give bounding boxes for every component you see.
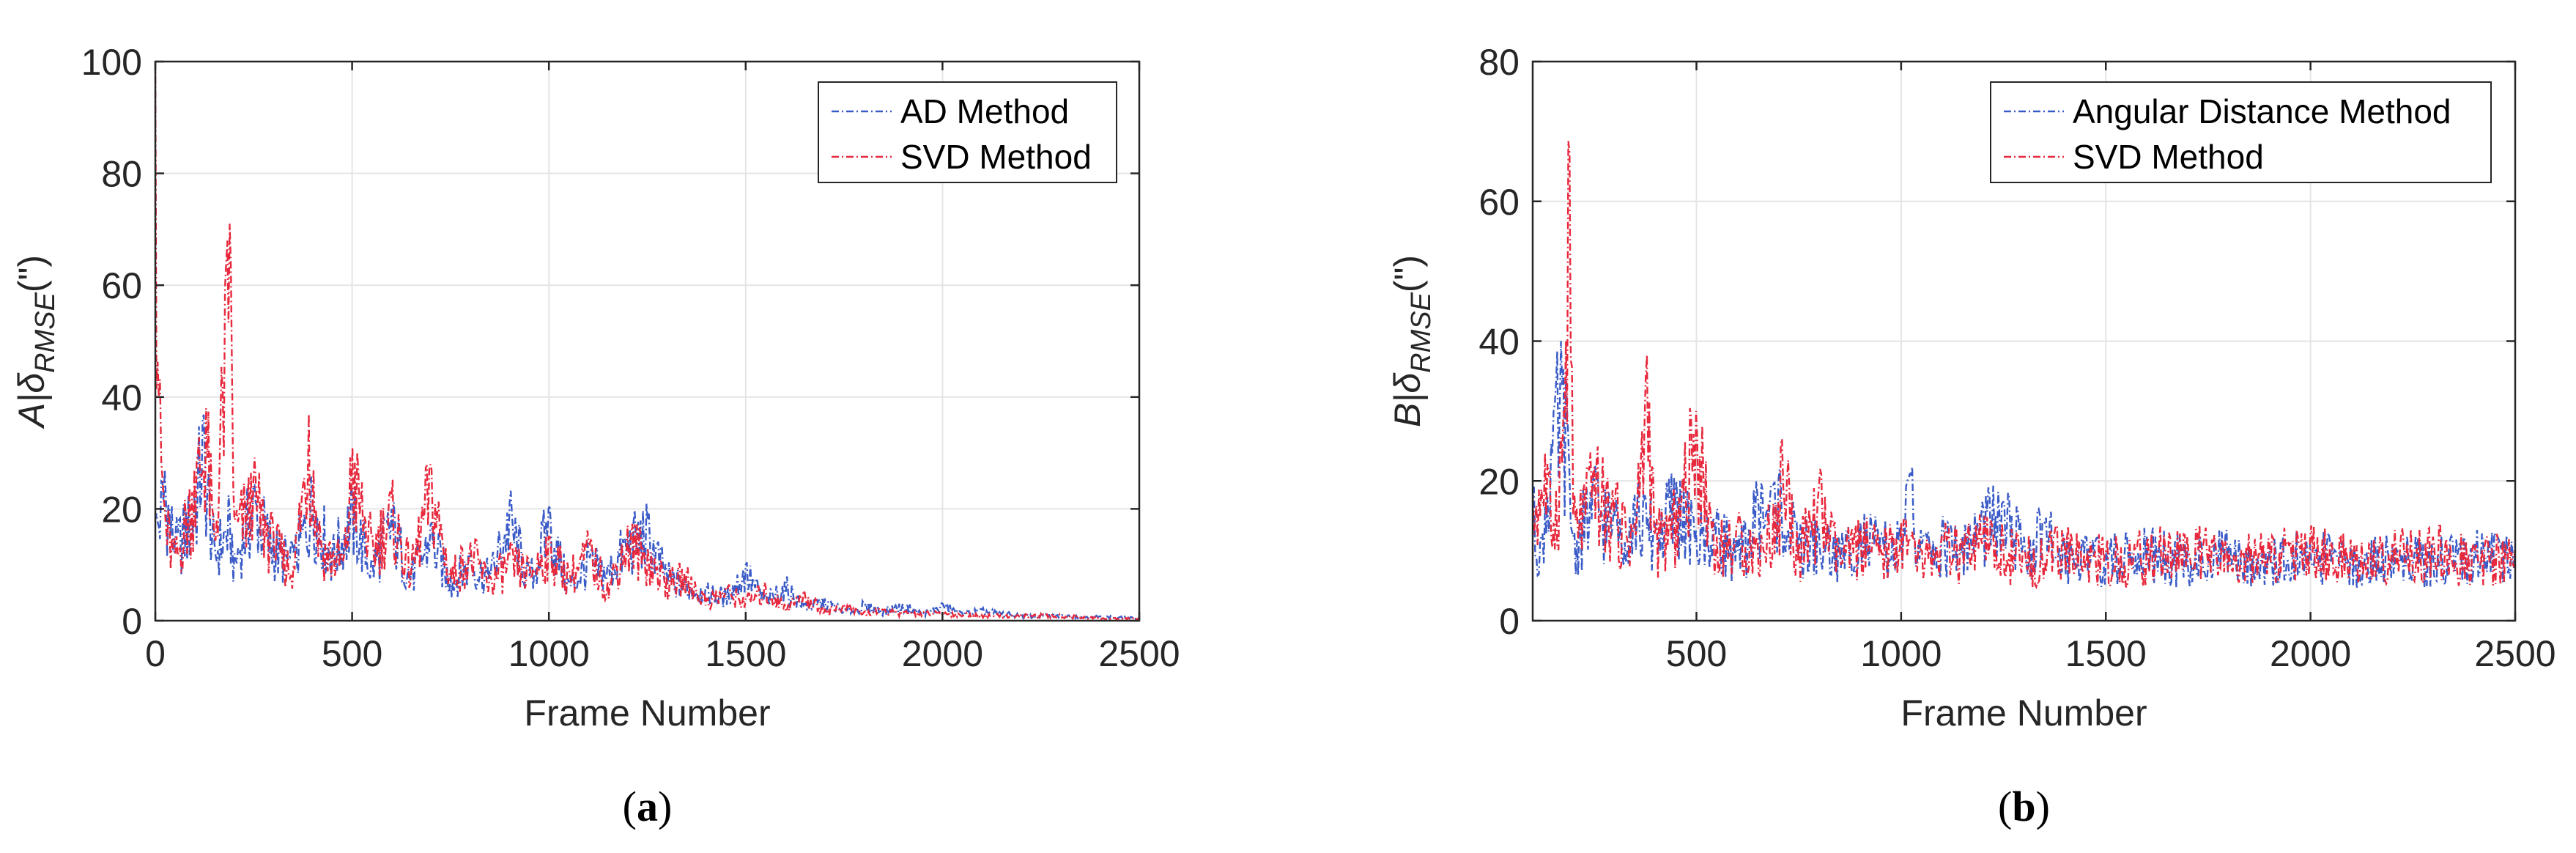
legend-label: SVD Method <box>900 138 1092 176</box>
legend-box <box>818 81 1117 183</box>
y-tick-label: 0 <box>122 601 142 642</box>
x-tick-label: 500 <box>322 633 382 674</box>
y-tick-label: 40 <box>1478 322 1520 363</box>
x-tick-label: 2000 <box>902 633 983 674</box>
series-line-svd-method <box>1533 141 2515 590</box>
x-tick-label: 1500 <box>2065 633 2147 674</box>
y-axis-label-prefix: B| <box>1387 394 1429 427</box>
legend: Angular Distance Method SVD Method <box>1990 81 2492 183</box>
y-tick-label: 60 <box>1478 182 1520 223</box>
legend-label: Angular Distance Method <box>2073 92 2451 130</box>
x-tick-label: 2500 <box>1098 633 1180 674</box>
y-axis-label-suffix: (") <box>1387 255 1428 292</box>
x-tick-label: 0 <box>145 633 166 674</box>
series-line-angular-distance-method <box>1533 341 2515 589</box>
x-tick-label: 1000 <box>508 633 590 674</box>
y-tick-label: 80 <box>1478 42 1520 83</box>
y-tick-label: 60 <box>101 265 142 306</box>
y-axis-label-symbol: δ <box>1387 372 1428 394</box>
x-tick-label: 1000 <box>1860 633 1942 674</box>
y-axis-label-suffix: (") <box>11 255 52 292</box>
caption-letter: a <box>637 783 658 830</box>
y-tick-label: 20 <box>101 489 142 530</box>
caption-close: ) <box>658 783 672 830</box>
panel-caption: (a) <box>623 783 673 830</box>
legend-box <box>1990 81 2492 183</box>
axes-box <box>154 60 1141 622</box>
y-axis-label-prefix: A| <box>11 394 53 429</box>
y-axis-label-subscript: RMSE <box>1406 292 1437 372</box>
y-axis-label: B|δRMSE(") <box>1387 255 1437 427</box>
y-axis-label: A|δRMSE(") <box>11 255 61 429</box>
y-tick-label: 80 <box>101 154 142 195</box>
caption-open: ( <box>1998 783 2012 830</box>
y-axis-label-symbol: δ <box>11 372 52 394</box>
x-tick-label: 1500 <box>705 633 786 674</box>
y-tick-label: 20 <box>1478 461 1520 502</box>
series-line-svd-method <box>155 62 1139 621</box>
caption-letter: b <box>2012 783 2035 830</box>
chart-panel-a: 0 500 1000 1500 2000 2500 0 20 40 60 80 100 Frame Nu… <box>11 42 1180 830</box>
x-tick-label: 2000 <box>2270 633 2351 674</box>
legend-label: AD Method <box>900 92 1069 130</box>
y-tick-label: 100 <box>81 42 142 83</box>
x-axis-label: Frame Number <box>524 693 770 734</box>
chart-panel-b: 500 1000 1500 2000 2500 0 20 40 60 80 Frame Number… <box>1387 42 2556 830</box>
y-tick-label: 40 <box>101 377 142 418</box>
caption-close: ) <box>2036 783 2050 830</box>
series-line-ad-method <box>155 414 1139 621</box>
x-tick-label: 500 <box>1666 633 1727 674</box>
legend: AD Method SVD Method <box>818 81 1117 183</box>
x-axis-label: Frame Number <box>1900 693 2147 734</box>
x-tick-label: 2500 <box>2474 633 2555 674</box>
y-tick-label: 0 <box>1499 601 1520 642</box>
panel-caption: (b) <box>1998 783 2050 830</box>
legend-label: SVD Method <box>2073 138 2264 176</box>
caption-open: ( <box>623 783 637 830</box>
y-axis-label-subscript: RMSE <box>30 292 61 372</box>
